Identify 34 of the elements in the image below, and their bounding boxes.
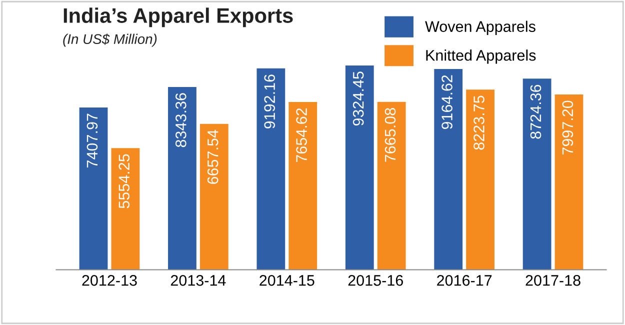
x-tick-label: 2015-16: [348, 275, 403, 286]
data-label: 8343.36: [176, 93, 186, 148]
bar: [522, 78, 552, 270]
data-label: 7997.20: [562, 100, 574, 155]
data-label: 8223.75: [474, 96, 484, 150]
chart-title: India’s Apparel Exports: [64, 8, 293, 28]
bar: [554, 94, 584, 270]
x-tick-label: 2016-17: [437, 275, 492, 286]
data-label: 9164.62: [442, 75, 452, 130]
x-tick-label: 2017-18: [526, 275, 580, 286]
bar: [466, 90, 494, 270]
legend-label: Knitted Apparels: [426, 50, 536, 64]
data-label: 8724.36: [530, 84, 542, 139]
bar: [377, 102, 406, 270]
bar: [200, 124, 228, 270]
data-label: 7665.08: [384, 108, 396, 162]
bar: [79, 107, 108, 270]
data-label: 9324.45: [352, 72, 364, 126]
data-label: 7407.97: [86, 114, 98, 168]
x-tick-label: 2013-14: [170, 275, 226, 286]
data-label: 7654.62: [296, 108, 307, 162]
data-label: 5554.25: [118, 154, 130, 208]
chart-subtitle: (In US$ Million): [63, 34, 157, 47]
data-label: 6657.54: [207, 130, 218, 184]
x-tick-label: 2014-15: [260, 275, 314, 286]
bar: [256, 68, 286, 270]
bar: [111, 148, 140, 270]
bar: [434, 68, 463, 270]
bar: [168, 86, 196, 270]
bar: [288, 102, 318, 270]
legend-label: Woven Apparels: [425, 20, 536, 35]
bar: [345, 65, 374, 270]
x-tick-label: 2012-13: [82, 275, 137, 286]
data-label: 9192.16: [264, 74, 276, 128]
